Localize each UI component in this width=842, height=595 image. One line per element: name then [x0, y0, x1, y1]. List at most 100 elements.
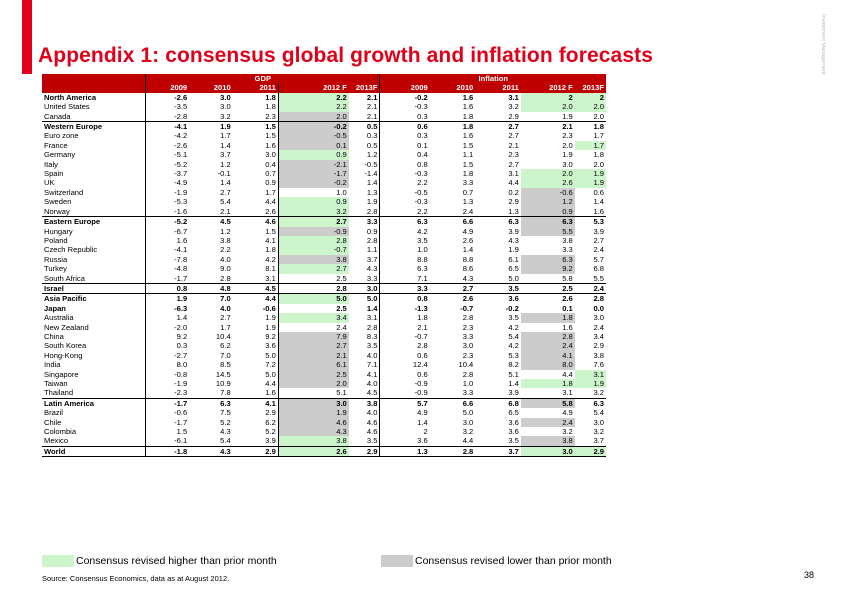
inflation-cell: 6.3 — [574, 397, 606, 409]
gdp-cell: 7.8 — [220, 388, 231, 398]
table-row: Latin America -1.7 6.3 4.1 3.0 3.8 5.7 6.6 6.8 5.… — [42, 397, 606, 409]
inflation-cell: 8.2 — [508, 360, 519, 370]
gdp-cell: -2.1 — [277, 159, 349, 170]
inflation-cell: 2.8 — [379, 341, 430, 351]
gdp-cell: 0.4 — [265, 159, 276, 169]
country-cell: Asia Pacific — [42, 293, 146, 304]
gdp-cell: 7.0 — [220, 350, 231, 360]
gdp-cell: 1.8 — [265, 92, 276, 102]
inflation-cell: 8.0 — [520, 360, 575, 370]
inflation-cell: -0.7 — [460, 303, 474, 313]
inflation-cell: 5.0 — [462, 408, 474, 418]
inflation-cell: 1.0 — [462, 379, 474, 388]
inflation-cell: 6.3 — [379, 216, 430, 227]
inflation-cell: 3.1 — [508, 169, 519, 179]
country-cell: Italy — [44, 159, 58, 169]
inflation-cell: 3.2 — [462, 427, 474, 437]
gdp-cell: 6.2 — [220, 341, 231, 351]
inflation-cell: -0.3 — [379, 169, 430, 179]
inflation-cell: 5.8 — [562, 273, 573, 283]
inflation-cell: 5.7 — [593, 254, 604, 264]
inflation-cell: 1.3 — [462, 197, 474, 207]
gdp-cell: 8.3 — [366, 331, 378, 341]
inflation-cell: 1.2 — [520, 197, 575, 207]
gdp-cell: 2.5 — [277, 303, 349, 314]
gdp-cell: 4.1 — [265, 235, 276, 245]
gdp-cell: 2.1 — [366, 92, 378, 102]
gdp-cell: 4.6 — [366, 417, 378, 427]
header-blank — [42, 74, 146, 84]
inflation-cell: 2.9 — [508, 197, 519, 207]
inflation-cell: 2 — [379, 427, 430, 437]
year-header-inflation-2: 2011 — [475, 83, 521, 93]
inflation-cell: 6.6 — [429, 216, 476, 227]
inflation-cell: 5.4 — [508, 331, 519, 341]
year-header-inflation-0: 2009 — [379, 83, 430, 93]
inflation-cell: 2.6 — [429, 293, 476, 304]
inflation-cell: 1.8 — [379, 313, 430, 323]
inflation-cell: 3.2 — [562, 427, 573, 437]
gdp-cell: -2.0 — [145, 322, 190, 332]
table-row: Chile -1.7 5.2 6.2 4.6 4.6 1.4 3.0 3.6 2.4 3.0 — [42, 417, 606, 428]
inflation-cell: 3.0 — [520, 445, 575, 458]
gdp-cell: 5.2 — [265, 427, 276, 437]
table-row: Spain -3.7 -0.1 0.7 -1.7 -1.4 -0.3 1.8 3.1 2.0 1.9 — [42, 169, 606, 179]
country-cell: World — [42, 445, 146, 458]
gdp-cell: 1.4 — [220, 140, 231, 150]
gdp-cell: 3.0 — [348, 282, 380, 294]
inflation-cell: 1.8 — [593, 150, 604, 160]
inflation-cell: 7.1 — [379, 273, 430, 284]
gdp-cell: 2.4 — [277, 322, 349, 332]
gdp-cell: 3.0 — [220, 102, 231, 112]
gdp-cell: 0.1 — [277, 140, 349, 151]
gdp-cell: -5.3 — [145, 197, 190, 207]
gdp-cell: 2.5 — [277, 369, 349, 379]
inflation-cell: 1.6 — [462, 102, 474, 112]
table-row: Asia Pacific 1.9 7.0 4.4 5.0 5.0 0.8 2.6 3.6 2.6 2… — [42, 293, 606, 304]
legend-lower-label: Consensus revised lower than prior month — [415, 555, 612, 567]
inflation-cell: 3.5 — [475, 282, 521, 294]
year-header-inflation-3: 2012 F — [520, 83, 575, 93]
gdp-cell: 0.9 — [277, 197, 349, 207]
country-cell: Thailand — [44, 388, 74, 398]
gdp-cell: -4.1 — [145, 245, 190, 255]
gdp-cell: 9.2 — [265, 331, 276, 341]
gdp-cell: 1.9 — [189, 121, 233, 132]
inflation-cell: 4.4 — [508, 178, 519, 188]
gdp-cell: 0.8 — [145, 282, 190, 294]
source-note: Source: Consensus Economics, data as at … — [42, 574, 230, 583]
country-cell: Chile — [44, 417, 62, 427]
country-cell: China — [44, 331, 64, 341]
side-label: Investment Management — [820, 14, 826, 75]
gdp-cell: 7.9 — [277, 331, 349, 342]
table-row: Sweden -5.3 5.4 4.4 0.9 1.9 -0.3 1.3 2.9 1.2 1.4 — [42, 197, 606, 207]
table-row: Poland 1.6 3.8 4.1 2.8 2.8 3.5 2.6 4.3 3.8 2.7 — [42, 235, 606, 246]
gdp-cell: 7.1 — [366, 360, 378, 370]
gdp-cell: 1.4 — [145, 313, 190, 323]
gdp-cell: -1.7 — [145, 417, 190, 428]
inflation-cell: 1.9 — [574, 169, 606, 179]
gdp-cell: 3.5 — [366, 341, 378, 351]
year-header-inflation-4: 2013F — [574, 83, 606, 93]
inflation-cell: 4.4 — [462, 436, 474, 446]
inflation-cell: 10.4 — [458, 360, 474, 370]
gdp-cell: 2.8 — [366, 235, 378, 245]
country-cell: Norway — [44, 206, 70, 216]
country-cell: Singapore — [44, 369, 79, 379]
gdp-cell: 4.0 — [366, 408, 378, 418]
inflation-cell: 2.1 — [379, 322, 430, 332]
gdp-cell: 3.1 — [366, 313, 378, 323]
inflation-cell: 0.2 — [508, 187, 519, 197]
inflation-cell: 5.0 — [508, 273, 519, 283]
inflation-cell: 0.7 — [462, 187, 474, 197]
gdp-cell: 0.9 — [366, 226, 378, 236]
inflation-cell: 8.8 — [462, 254, 474, 264]
gdp-cell: 0.5 — [348, 121, 380, 132]
gdp-cell: 1.5 — [265, 226, 276, 236]
table-row: Brazil -0.6 7.5 2.9 1.9 4.0 4.9 5.0 6.5 4.9 5.4 — [42, 408, 606, 418]
gdp-cell: 3.7 — [220, 150, 231, 160]
gdp-cell: -1.4 — [364, 169, 378, 179]
table-row: Taiwan -1.9 10.9 4.4 2.0 4.0 -0.9 1.0 1.4 1.8 1.9 — [42, 379, 606, 389]
inflation-cell: 7.6 — [593, 360, 604, 370]
inflation-cell: -0.7 — [379, 331, 430, 342]
